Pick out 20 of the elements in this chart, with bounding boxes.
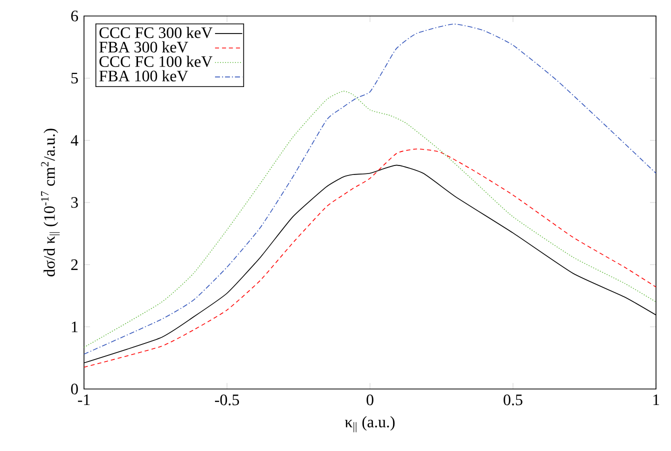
x-tick-label: -1 xyxy=(78,394,90,406)
y-tick-label: 0 xyxy=(71,384,78,394)
y-tick-label: 6 xyxy=(71,10,78,22)
legend-label: CCC FC 300 keV xyxy=(99,26,212,38)
y-tick-label: 1 xyxy=(72,322,78,332)
x-axis-title: κ$_{||}$ (a.u.) xyxy=(344,416,395,432)
x-tick-label: 0 xyxy=(366,394,374,406)
y-axis-title: dσ/d κ$_{||}$ (10$^{-17}$ cm$^{2}$/a.u.) xyxy=(41,128,60,276)
y-tick-label: 4 xyxy=(70,135,78,146)
line-series xyxy=(84,24,656,355)
legend-label: FBA 300 keV xyxy=(99,41,188,53)
x-tick-label: -0.5 xyxy=(214,394,239,406)
x-tick-label: 0.5 xyxy=(504,394,522,406)
y-tick-label: 2 xyxy=(71,259,78,270)
x-tick-label: 1 xyxy=(653,394,660,406)
legend-label: FBA 100 keV xyxy=(99,70,188,82)
y-tick-label: 5 xyxy=(71,72,78,84)
line-series xyxy=(84,90,656,348)
legend-label: CCC FC 100 keV xyxy=(99,56,212,68)
y-tick-label: 3 xyxy=(71,197,78,208)
